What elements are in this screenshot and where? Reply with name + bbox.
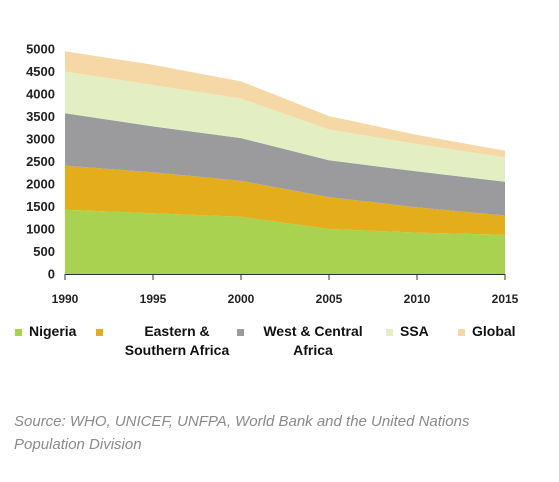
legend-swatch-esa xyxy=(96,329,103,336)
y-tick-label-6: 3000 xyxy=(26,132,55,147)
legend-label-nigeria: Nigeria xyxy=(29,323,77,339)
area-series-4 xyxy=(65,51,505,158)
area-series-2 xyxy=(65,113,505,216)
y-tick-label-0: 0 xyxy=(48,267,55,282)
legend: Nigeria Eastern & Southern Africa West &… xyxy=(0,322,559,372)
legend-label-esa: Eastern & Southern Africa xyxy=(124,323,230,358)
y-tick-label-10: 5000 xyxy=(26,42,55,57)
y-tick-label-2: 1000 xyxy=(26,222,55,237)
legend-label-wca: West & Central Africa xyxy=(263,323,363,358)
y-tick-label-8: 4000 xyxy=(26,87,55,102)
y-tick-label-4: 2000 xyxy=(26,177,55,192)
area-series-0 xyxy=(65,209,505,274)
x-tick-label-5: 2015 xyxy=(492,292,519,306)
x-tick-label-0: 1990 xyxy=(52,292,79,306)
legend-swatch-ssa xyxy=(386,329,393,336)
y-tick-label-3: 1500 xyxy=(26,199,55,214)
y-tick-label-5: 2500 xyxy=(26,154,55,169)
x-tick-label-2: 2000 xyxy=(228,292,255,306)
legend-swatch-wca xyxy=(237,329,244,336)
x-tick-label-4: 2010 xyxy=(404,292,431,306)
y-tick-label-7: 3500 xyxy=(26,109,55,124)
x-tick-label-1: 1995 xyxy=(140,292,167,306)
source-note: Source: WHO, UNICEF, UNFPA, World Bank a… xyxy=(14,413,470,453)
y-tick-label-9: 4500 xyxy=(26,64,55,79)
legend-swatch-nigeria xyxy=(15,329,22,336)
chart-plot: 0 500 1000 1500 2000 2500 3000 3500 4000 4500 5000… xyxy=(26,42,519,307)
area-series-1 xyxy=(65,165,505,235)
legend-swatch-global xyxy=(458,329,465,336)
legend-label-global: Global xyxy=(472,323,516,339)
y-tick-label-1: 500 xyxy=(33,244,55,259)
x-tick-label-3: 2005 xyxy=(316,292,343,306)
legend-label-ssa: SSA xyxy=(400,323,429,339)
area-series-3 xyxy=(65,71,505,182)
